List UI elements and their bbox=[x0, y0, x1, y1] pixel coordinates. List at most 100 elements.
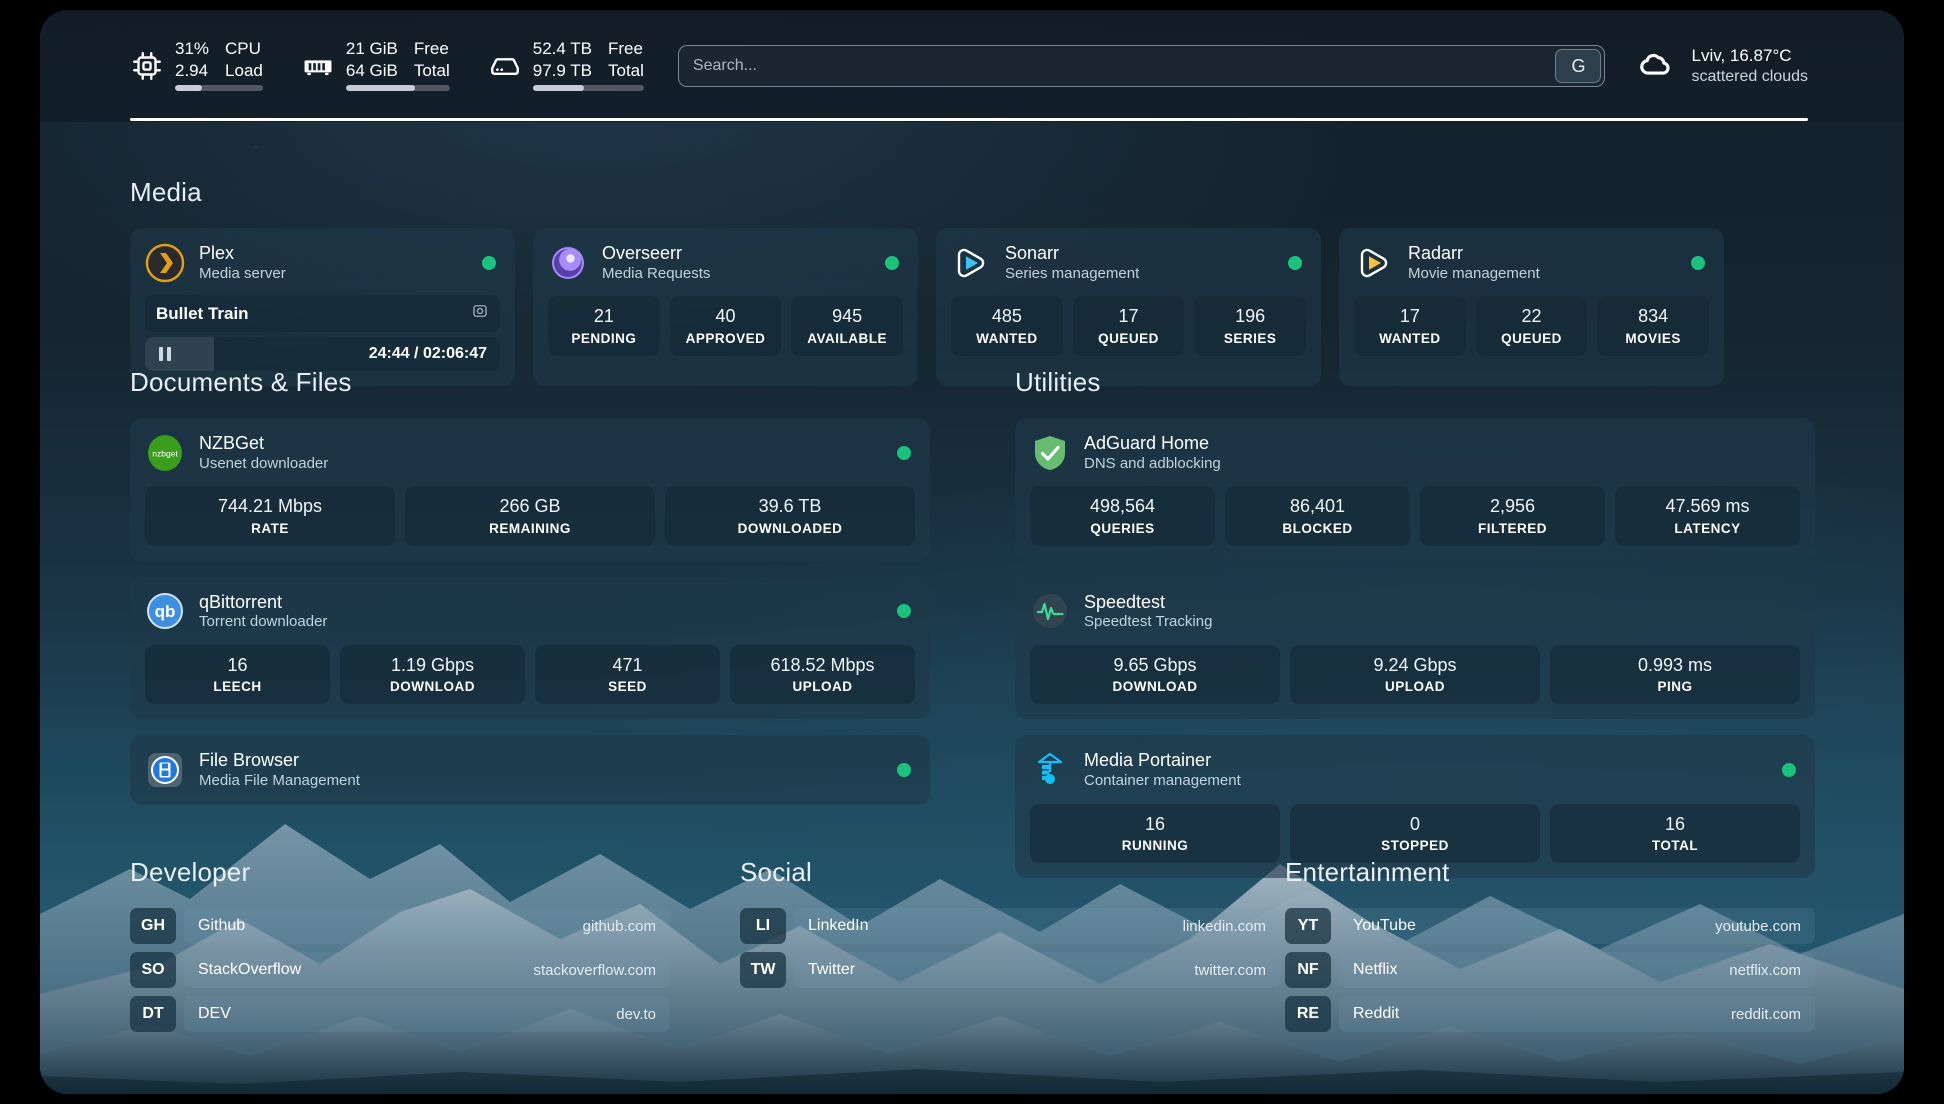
status-indicator-online bbox=[897, 762, 911, 777]
stat-value: 485 bbox=[991, 306, 1022, 327]
bookmark-item[interactable]: LI LinkedIn linkedin.com bbox=[740, 908, 1280, 944]
resource-memory-readout: 21 GiB 64 GiB Free Total bbox=[345, 38, 450, 95]
disk-label-line1: Free bbox=[608, 38, 643, 58]
search-engine-button[interactable]: G bbox=[1555, 49, 1602, 83]
bookmark-abbr: RE bbox=[1285, 996, 1331, 1032]
resource-cpu-readout: 31% 2.94 CPU Load bbox=[175, 38, 263, 95]
stat-label: QUERIES bbox=[1090, 520, 1155, 536]
sonarr-icon bbox=[957, 248, 985, 277]
stat-value: 498,564 bbox=[1089, 496, 1156, 517]
stat-label: SEED bbox=[608, 679, 647, 695]
stat-item: 2,956 FILTERED bbox=[1420, 486, 1605, 546]
bookmark-item[interactable]: GH Github github.com bbox=[130, 908, 670, 944]
background-mountains bbox=[40, 824, 1904, 1094]
stat-label: PENDING bbox=[571, 330, 637, 346]
stat-label: QUEUED bbox=[1501, 330, 1562, 346]
disk-label-line2: Total bbox=[608, 60, 644, 80]
search-engine-label: G bbox=[1571, 55, 1586, 76]
service-name: Radarr bbox=[1408, 243, 1464, 263]
weather-widget[interactable]: Lviv, 16.87°C scattered clouds bbox=[1635, 45, 1808, 88]
adguard-shield-icon bbox=[1035, 435, 1065, 470]
service-desc: Speedtest Tracking bbox=[1084, 613, 1213, 631]
bookmark-url: netflix.com bbox=[1729, 961, 1801, 979]
section-title-utilities: Utilities bbox=[1015, 367, 1101, 397]
stat-value: 834 bbox=[1638, 306, 1669, 327]
bookmark-item[interactable]: NF Netflix netflix.com bbox=[1285, 952, 1815, 988]
stat-label: MOVIES bbox=[1625, 330, 1681, 346]
stat-value: 16 bbox=[227, 654, 248, 675]
memory-total-value: 64 GiB bbox=[345, 60, 398, 80]
service-card-speedtest[interactable]: Speedtest Speedtest Tracking 9.65 Gbps D… bbox=[1015, 576, 1815, 720]
card-header: Sonarr Series management bbox=[951, 242, 1306, 283]
service-card-radarr[interactable]: Radarr Movie management 17 WANTED 22 QUE… bbox=[1339, 228, 1724, 387]
card-header: Speedtest Speedtest Tracking bbox=[1030, 591, 1800, 632]
stat-label: DOWNLOAD bbox=[390, 679, 475, 695]
bookmark-item[interactable]: RE Reddit reddit.com bbox=[1285, 996, 1815, 1032]
card-header: Overseerr Media Requests bbox=[548, 242, 903, 283]
stat-group: 485 WANTED 17 QUEUED 196 SERIES bbox=[951, 296, 1307, 356]
bookmark-name: Netflix bbox=[1353, 961, 1398, 978]
bookmark-item[interactable]: SO StackOverflow stackoverflow.com bbox=[130, 952, 670, 988]
status-indicator-online bbox=[1288, 255, 1302, 270]
pause-icon[interactable] bbox=[158, 346, 172, 362]
service-card-qbittorrent[interactable]: qb qBittorrent Torrent downloader 16 LEE… bbox=[130, 576, 930, 720]
stat-item: 9.65 Gbps DOWNLOAD bbox=[1030, 644, 1280, 705]
service-name: Plex bbox=[199, 243, 235, 263]
speedtest-icon bbox=[1033, 594, 1067, 629]
bookmark-url: youtube.com bbox=[1715, 917, 1801, 935]
service-card-nzbget[interactable]: nzbget NZBGet Usenet downloader 744.21 M… bbox=[130, 418, 930, 561]
stat-item: 86,401 BLOCKED bbox=[1225, 486, 1410, 546]
service-card-plex[interactable]: Plex Media server Bullet Train bbox=[130, 228, 515, 387]
resource-disk-readout: 52.4 TB 97.9 TB Free Total bbox=[532, 38, 644, 95]
stat-label: STOPPED bbox=[1381, 837, 1449, 853]
stat-item: 834 MOVIES bbox=[1597, 296, 1710, 356]
bookmark-abbr: GH bbox=[130, 908, 176, 944]
service-desc: Torrent downloader bbox=[199, 613, 328, 631]
bookmark-name: Github bbox=[198, 917, 246, 934]
stat-value: 471 bbox=[612, 654, 643, 675]
stat-value: 744.21 Mbps bbox=[217, 496, 323, 517]
stat-label: AVAILABLE bbox=[807, 330, 888, 346]
stat-label: SERIES bbox=[1223, 330, 1277, 346]
qbittorrent-icon: qb bbox=[147, 593, 183, 630]
service-desc: Movie management bbox=[1408, 264, 1540, 282]
file-browser-icon bbox=[148, 752, 182, 787]
service-card-media-portainer[interactable]: Media Portainer Container management 16 … bbox=[1015, 735, 1815, 878]
service-card-adguard-home[interactable]: AdGuard Home DNS and adblocking 498,564 … bbox=[1015, 418, 1815, 561]
bookmark-item[interactable]: YT YouTube youtube.com bbox=[1285, 908, 1815, 944]
service-card-overseerr[interactable]: Overseerr Media Requests 21 PENDING 40 A… bbox=[533, 228, 918, 387]
search-bar[interactable]: G bbox=[677, 45, 1606, 87]
bookmark-url: reddit.com bbox=[1730, 1005, 1801, 1023]
stat-label: PING bbox=[1657, 679, 1693, 695]
stat-group: 17 WANTED 22 QUEUED 834 MOVIES bbox=[1354, 296, 1710, 356]
resource-cpu: 31% 2.94 CPU Load bbox=[130, 38, 263, 95]
background-stars bbox=[255, 146, 257, 148]
cast-icon[interactable] bbox=[471, 302, 489, 325]
stat-item: 618.52 Mbps UPLOAD bbox=[730, 644, 915, 705]
stat-item: 266 GB REMAINING bbox=[405, 486, 655, 546]
bookmark-group-entertainment: Entertainment YT YouTube youtube.com NF … bbox=[1285, 857, 1815, 1040]
stat-value: 266 GB bbox=[499, 496, 561, 517]
memory-label-line2: Total bbox=[413, 60, 450, 80]
stat-group: 16 LEECH 1.19 Gbps DOWNLOAD 471 SEED 618… bbox=[145, 644, 915, 705]
stat-value: 21 bbox=[593, 306, 614, 327]
overseerr-icon bbox=[552, 246, 584, 279]
bookmark-url: github.com bbox=[582, 917, 656, 935]
resource-memory: 21 GiB 64 GiB Free Total bbox=[301, 38, 450, 95]
bookmark-name: YouTube bbox=[1353, 917, 1416, 934]
service-card-sonarr[interactable]: Sonarr Series management 485 WANTED 17 Q… bbox=[936, 228, 1321, 387]
bookmark-abbr: DT bbox=[130, 996, 176, 1032]
service-card-file-browser[interactable]: File Browser Media File Management bbox=[130, 735, 930, 805]
stat-group: 21 PENDING 40 APPROVED 945 AVAILABLE bbox=[548, 296, 904, 356]
nzbget-icon: nzbget bbox=[148, 434, 182, 471]
resource-disk: 52.4 TB 97.9 TB Free Total bbox=[488, 38, 644, 95]
stat-label: LEECH bbox=[213, 679, 262, 695]
service-name: AdGuard Home bbox=[1084, 433, 1210, 453]
bookmark-item[interactable]: DT DEV dev.to bbox=[130, 996, 670, 1032]
cloud-icon bbox=[1640, 53, 1671, 75]
now-playing-progress-bar[interactable]: 24:44 / 02:06:47 bbox=[145, 337, 500, 372]
search-input[interactable] bbox=[692, 57, 1591, 75]
bookmark-item[interactable]: TW Twitter twitter.com bbox=[740, 952, 1280, 988]
weather-condition: scattered clouds bbox=[1691, 67, 1808, 85]
status-indicator-online bbox=[1691, 255, 1705, 270]
